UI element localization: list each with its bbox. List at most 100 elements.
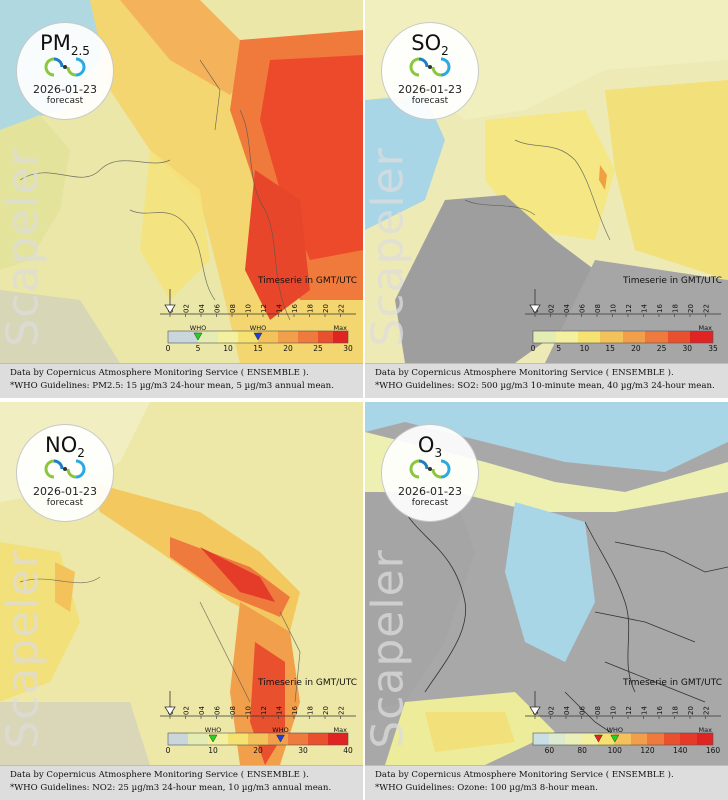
hour-labels: 000204060810121416182022 <box>532 304 711 317</box>
pm25-legend: Max WHO WHO 0 5 10 15 20 25 30 <box>166 325 353 351</box>
panel-no2: NO2 2026-01-23 forecast Scapeler Timeser… <box>0 402 363 800</box>
hour-timeline[interactable]: 000204060810121416182022 <box>160 283 356 321</box>
hour-label: 22 <box>703 304 711 313</box>
legend-tick-label: 40 <box>343 746 353 753</box>
hour-labels: 000204060810121416182022 <box>532 706 711 719</box>
forecast-kind: forecast <box>46 96 84 106</box>
hour-label: 16 <box>656 304 664 313</box>
hour-label: 10 <box>610 304 618 313</box>
legend-tick-label: 160 <box>706 746 721 753</box>
who-guidelines-text: *WHO Guidelines: NO2: 25 µg/m3 24-hour m… <box>10 783 332 793</box>
hour-label: 20 <box>322 706 330 715</box>
hour-label: 14 <box>276 706 284 715</box>
hour-label: 02 <box>548 304 556 313</box>
attribution-footer: Data by Copernicus Atmosphere Monitoring… <box>365 363 728 398</box>
timeserie-label: Timeserie in GMT/UTC <box>257 678 357 688</box>
hour-labels: 000204060810121416182022 <box>167 304 346 317</box>
hour-label: 08 <box>229 304 237 313</box>
who-guidelines-text: *WHO Guidelines: PM2.5: 15 µg/m3 24-hour… <box>10 381 334 391</box>
panel-o3: O3 2026-01-23 forecast Scapeler Timeseri… <box>365 402 728 800</box>
legend-tick-label: 100 <box>608 746 623 753</box>
attribution-footer: Data by Copernicus Atmosphere Monitoring… <box>365 765 728 800</box>
hour-timeline[interactable]: 000204060810121416182022 <box>525 685 721 723</box>
legend-tick-label: 80 <box>577 746 587 753</box>
hour-label: 20 <box>687 706 695 715</box>
no2-legend: Max WHO WHO 0 10 20 30 40 <box>166 727 353 753</box>
brand-watermark: Scapeler <box>365 549 414 749</box>
attribution-text: Data by Copernicus Atmosphere Monitoring… <box>10 368 309 378</box>
hour-timeline[interactable]: 000204060810121416182022 <box>160 685 356 723</box>
legend-tick-label: 0 <box>531 344 536 351</box>
pollutant-badge: SO2 2026-01-23 forecast <box>381 22 479 120</box>
hour-label: 10 <box>610 706 618 715</box>
o3-legend: Max WHO 60 80 100 120 140 160 <box>532 727 721 753</box>
hour-label: 04 <box>563 706 571 715</box>
brand-watermark: Scapeler <box>0 147 49 347</box>
hour-label: 20 <box>322 304 330 313</box>
timeserie-label: Timeserie in GMT/UTC <box>257 276 357 286</box>
hour-label: 10 <box>245 304 253 313</box>
current-hour-pointer-icon[interactable] <box>164 706 176 716</box>
scapeler-logo-icon <box>44 459 86 479</box>
hour-label: 16 <box>291 304 299 313</box>
hour-label: 16 <box>656 706 664 715</box>
legend-max-label: Max <box>334 325 348 332</box>
who-annual-marker-icon <box>610 734 620 743</box>
who-guidelines-text: *WHO Guidelines: Ozone: 100 µg/m3 8-hour… <box>375 783 598 793</box>
hour-timeline[interactable]: 000204060810121416182022 <box>525 283 721 321</box>
forecast-max-marker-icon <box>594 734 603 743</box>
scapeler-logo-icon <box>409 459 451 479</box>
legend-who-label: WHO <box>250 325 266 332</box>
who-daily-marker-icon <box>253 332 263 341</box>
hour-label: 12 <box>260 304 268 313</box>
legend-tick-label: 10 <box>580 344 590 351</box>
current-hour-pointer-icon[interactable] <box>529 706 541 716</box>
hour-label: 04 <box>198 304 206 313</box>
legend-max-label: Max <box>699 325 713 332</box>
pollutant-badge: O3 2026-01-23 forecast <box>381 424 479 522</box>
legend-max-label: Max <box>334 727 348 734</box>
hour-label: 14 <box>641 304 649 313</box>
legend-who-label: WHO <box>190 325 206 332</box>
hour-label: 02 <box>548 706 556 715</box>
hour-label: 02 <box>183 706 191 715</box>
legend-tick-label: 35 <box>708 344 718 351</box>
brand-watermark: Scapeler <box>365 147 414 347</box>
legend-tick-label: 30 <box>343 344 353 351</box>
pollutant-title: NO2 <box>45 433 85 461</box>
who-annual-marker-icon <box>193 332 203 341</box>
timeserie-label: Timeserie in GMT/UTC <box>622 276 722 286</box>
hour-label: 04 <box>198 706 206 715</box>
legend-tick-label: 30 <box>298 746 308 753</box>
hour-label: 18 <box>307 706 315 715</box>
legend-who-label: WHO <box>205 727 221 734</box>
legend-tick-label: 0 <box>166 344 171 351</box>
legend-tick-label: 5 <box>196 344 201 351</box>
who-guidelines-text: *WHO Guidelines: SO2: 500 µg/m3 10-minut… <box>375 381 715 391</box>
attribution-footer: Data by Copernicus Atmosphere Monitoring… <box>0 363 363 398</box>
current-hour-pointer-icon[interactable] <box>529 304 541 314</box>
panel-pm25: PM2.5 2026-01-23 forecast Scapeler Times… <box>0 0 363 398</box>
current-hour-pointer-icon[interactable] <box>164 304 176 314</box>
hour-label: 14 <box>276 304 284 313</box>
legend-tick-label: 120 <box>640 746 655 753</box>
hour-label: 18 <box>307 304 315 313</box>
hour-label: 12 <box>625 706 633 715</box>
hour-label: 20 <box>687 304 695 313</box>
hour-labels: 000204060810121416182022 <box>167 706 346 719</box>
attribution-text: Data by Copernicus Atmosphere Monitoring… <box>10 770 309 780</box>
hour-label: 12 <box>260 706 268 715</box>
hour-label: 10 <box>245 706 253 715</box>
legend-tick-label: 20 <box>631 344 641 351</box>
pollutant-badge: NO2 2026-01-23 forecast <box>16 424 114 522</box>
hour-label: 06 <box>579 304 587 313</box>
legend-tick-label: 10 <box>208 746 218 753</box>
who-annual-marker-icon <box>208 734 218 743</box>
legend-tick-label: 25 <box>657 344 667 351</box>
hour-label: 12 <box>625 304 633 313</box>
attribution-footer: Data by Copernicus Atmosphere Monitoring… <box>0 765 363 800</box>
legend-tick-label: 30 <box>683 344 693 351</box>
legend-tick-label: 0 <box>166 746 171 753</box>
scapeler-logo-icon <box>44 57 86 77</box>
forecast-date: 2026-01-23 <box>398 83 462 96</box>
